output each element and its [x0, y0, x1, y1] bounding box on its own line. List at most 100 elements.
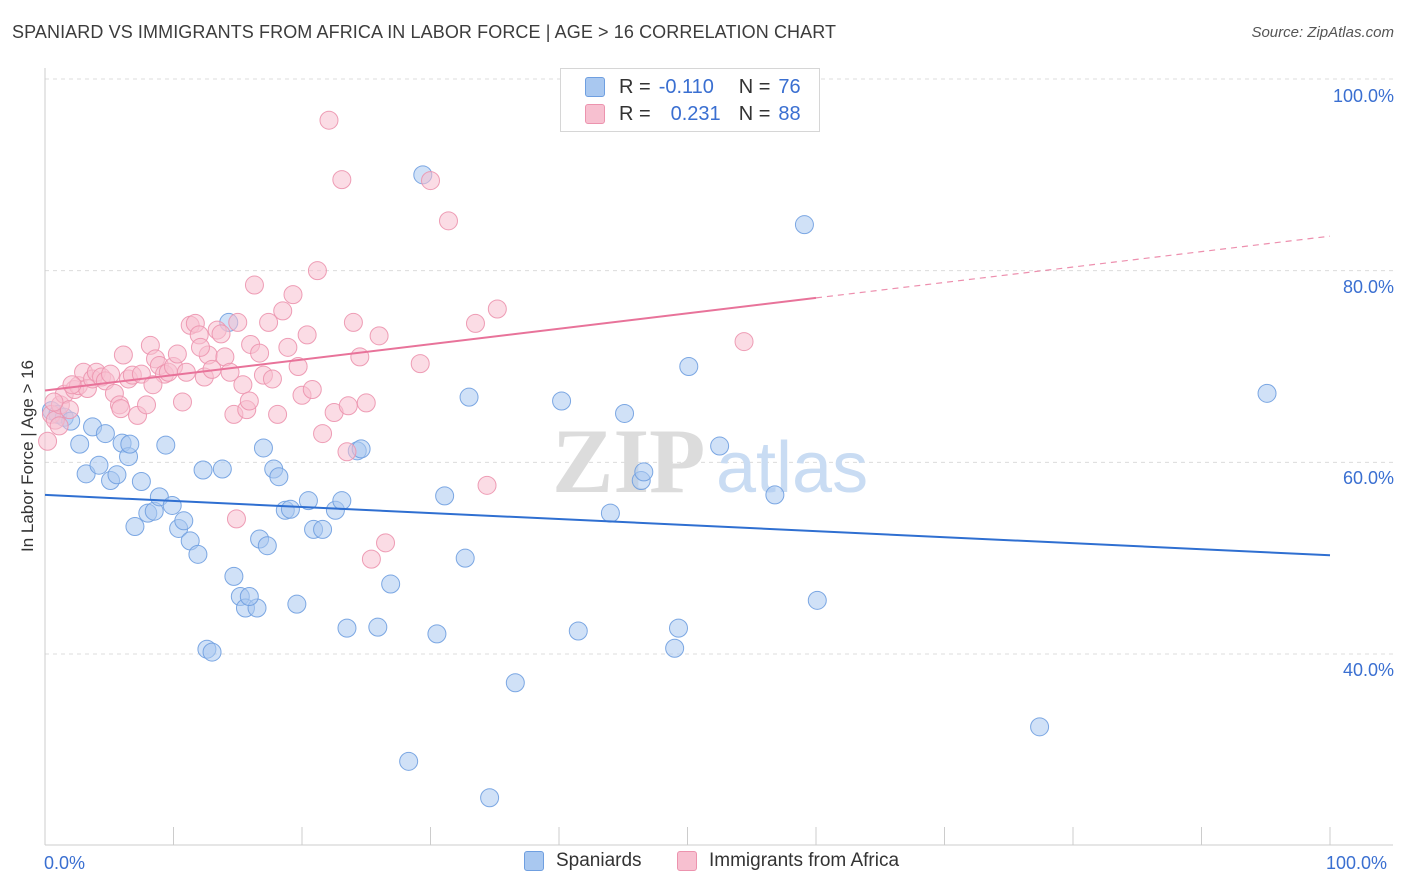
africa-point	[338, 396, 358, 416]
spaniard-point	[552, 391, 572, 411]
spaniard-point	[710, 436, 730, 456]
spaniard-point	[162, 495, 182, 515]
legend-item-spaniards[interactable]: Spaniards	[524, 850, 642, 872]
africa-point	[190, 337, 210, 357]
spaniard-point	[337, 618, 357, 638]
spaniard-point	[455, 548, 475, 568]
legend-swatch-spaniards	[524, 851, 544, 871]
spaniard-point	[202, 642, 222, 662]
spaniard-trendline	[44, 493, 1331, 557]
africa-point	[49, 416, 69, 436]
spaniard-point	[634, 462, 654, 482]
spaniard-point	[89, 455, 109, 475]
spaniard-point	[95, 424, 115, 444]
series-legend: Spaniards Immigrants from Africa	[0, 850, 1406, 878]
africa-point	[297, 325, 317, 345]
spaniard-point	[679, 357, 699, 376]
legend-swatch-africa	[585, 104, 605, 124]
spaniard-point	[131, 472, 151, 491]
spaniard-point	[193, 460, 213, 480]
spaniard-point	[212, 459, 232, 479]
africa-point	[283, 285, 303, 305]
africa-point	[211, 324, 231, 344]
legend-r-label: R =	[619, 102, 651, 125]
spaniard-point	[287, 594, 307, 614]
africa-point	[361, 549, 381, 569]
africa-point	[302, 380, 322, 399]
correlation-legend: R = -0.110 N = 76 R = 0.231 N = 88	[560, 68, 820, 132]
africa-trendline-extrapolated	[815, 235, 1331, 299]
legend-n-label: N =	[738, 75, 771, 98]
watermark-zip: ZIP	[552, 410, 705, 512]
africa-point	[313, 424, 333, 444]
africa-point	[465, 313, 485, 333]
africa-point	[172, 392, 192, 412]
legend-r-value: 0.231	[670, 102, 721, 125]
legend-r-label: R =	[619, 75, 651, 98]
legend-label: Spaniards	[556, 850, 642, 871]
spaniard-point	[459, 387, 479, 407]
africa-point	[59, 400, 79, 420]
spaniard-point	[381, 574, 401, 594]
spaniard-point	[427, 624, 447, 644]
africa-point	[259, 312, 279, 332]
africa-point	[487, 299, 507, 319]
spaniard-point	[765, 485, 785, 505]
spaniard-point	[480, 788, 500, 808]
africa-point	[239, 391, 259, 411]
africa-point	[250, 343, 270, 363]
africa-point	[268, 404, 288, 424]
watermark: ZIP atlas	[552, 410, 868, 512]
watermark-atlas: atlas	[716, 428, 868, 508]
y-tick-label: 40.0%	[1342, 660, 1394, 680]
spaniard-point	[120, 434, 140, 454]
africa-point	[421, 171, 440, 191]
africa-point	[369, 326, 389, 346]
africa-point	[262, 369, 282, 389]
spaniard-point	[600, 503, 620, 523]
spaniard-point	[615, 403, 635, 423]
africa-point	[410, 354, 430, 374]
africa-point	[477, 475, 497, 495]
africa-point	[343, 312, 363, 332]
spaniard-point	[298, 491, 318, 511]
spaniard-point	[257, 536, 277, 556]
africa-point	[734, 332, 754, 352]
legend-label: Immigrants from Africa	[709, 850, 900, 871]
spaniard-point	[125, 517, 145, 537]
africa-point	[337, 442, 357, 462]
africa-point	[38, 431, 58, 451]
y-tick-label: 100.0%	[1332, 86, 1394, 106]
africa-point	[101, 364, 121, 384]
spaniard-point	[269, 467, 289, 487]
spaniard-point	[794, 215, 814, 235]
legend-swatch-spaniards	[585, 77, 605, 97]
spaniard-point	[70, 434, 90, 454]
africa-point	[350, 347, 370, 367]
africa-point	[44, 392, 64, 412]
spaniard-point	[188, 544, 208, 564]
legend-item-africa[interactable]: Immigrants from Africa	[677, 850, 899, 872]
x-tick-label: 0.0%	[44, 853, 86, 873]
spaniard-point	[665, 638, 685, 658]
spaniard-point	[368, 617, 388, 637]
spaniard-point	[807, 590, 827, 610]
spaniard-point	[253, 438, 273, 458]
africa-point	[137, 395, 157, 415]
spaniard-point	[280, 499, 300, 519]
africa-point	[233, 375, 253, 395]
legend-n-value: 76	[778, 75, 801, 98]
africa-point	[319, 110, 339, 130]
spaniard-point	[505, 673, 525, 693]
africa-point	[228, 312, 248, 332]
spaniard-point	[224, 566, 244, 586]
spaniard-point	[313, 519, 333, 539]
africa-trendline	[44, 296, 817, 392]
source-credit: Source: ZipAtlas.com	[1251, 24, 1394, 41]
spaniard-point	[669, 618, 689, 638]
y-tick-label: 60.0%	[1342, 468, 1394, 488]
africa-point	[273, 301, 293, 321]
spaniard-point	[107, 465, 127, 485]
legend-n-value: 88	[778, 102, 801, 125]
